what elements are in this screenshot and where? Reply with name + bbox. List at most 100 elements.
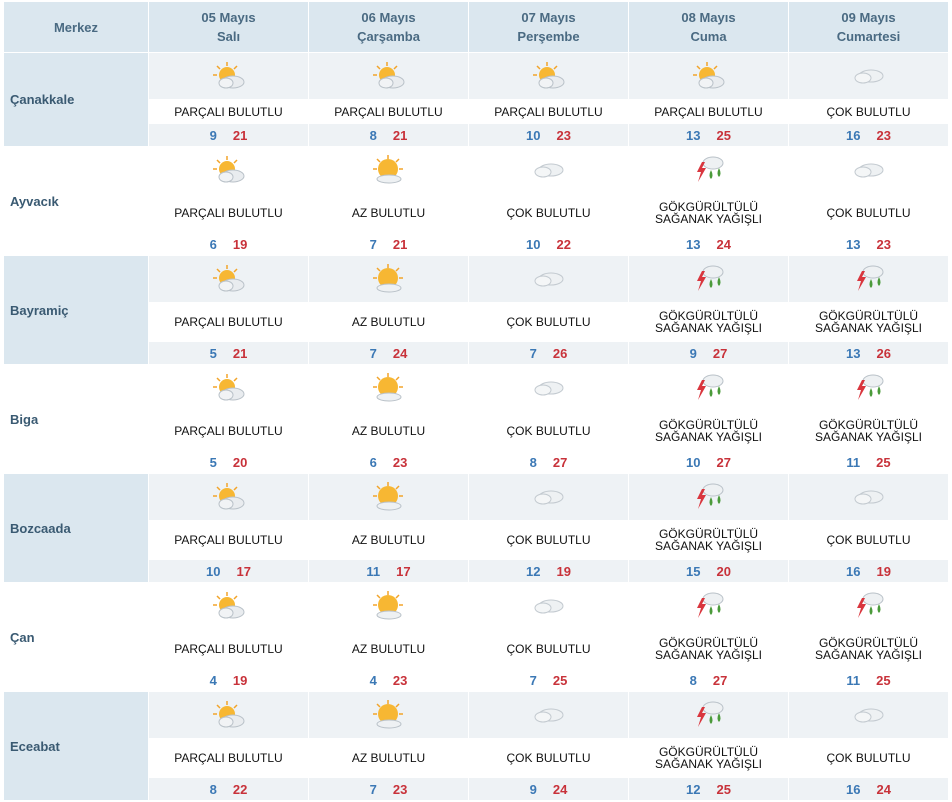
temperature-range: 7 21: [309, 233, 468, 255]
thunderstorm-icon: [789, 583, 948, 629]
district-name[interactable]: Eceabat: [4, 692, 148, 800]
forecast-cell: ÇOK BULUTLU 16 24: [789, 692, 948, 800]
condition-text: AZ BULUTLU: [309, 520, 468, 560]
max-temp: 23: [392, 781, 408, 797]
temperature-range: 8 27: [469, 451, 628, 473]
forecast-cell: ÇOK BULUTLU 16 19: [789, 474, 948, 582]
condition-text: PARÇALI BULUTLU: [174, 642, 283, 656]
condition-text: AZ BULUTLU: [309, 738, 468, 778]
partly-cloudy-icon: [629, 53, 788, 99]
min-temp: 10: [526, 236, 541, 252]
min-temp: 16: [846, 563, 861, 579]
forecast-cell: GÖKGÜRÜLTÜLÜ SAĞANAK YAĞIŞLI 11 25: [789, 365, 948, 473]
temperature-range: 10 23: [469, 124, 628, 146]
condition-text: PARÇALI BULUTLU: [149, 99, 308, 124]
forecast-cell: PARÇALI BULUTLU 10 23: [469, 53, 628, 146]
min-temp: 7: [529, 345, 537, 361]
district-name[interactable]: Ayvacık: [4, 147, 148, 255]
condition-text: ÇOK BULUTLU: [506, 424, 591, 438]
condition-text: ÇOK BULUTLU: [506, 206, 591, 220]
temperature-range: 7 25: [469, 669, 628, 691]
forecast-cell: GÖKGÜRÜLTÜLÜ SAĞANAK YAĞIŞLI 11 25: [789, 583, 948, 691]
mostly-sunny-icon: [309, 365, 468, 411]
temperature-range: 16 24: [789, 778, 948, 800]
temperature-range: 11 17: [309, 560, 468, 582]
day-date: 07 Mayıs: [521, 10, 576, 25]
temperature-range: 9 24: [469, 778, 628, 800]
forecast-cell: AZ BULUTLU 7 23: [309, 692, 468, 800]
forecast-cell: ÇOK BULUTLU 7 25: [469, 583, 628, 691]
temperature-range: 7 23: [309, 778, 468, 800]
condition-text: ÇOK BULUTLU: [469, 520, 628, 560]
min-temp: 7: [369, 781, 377, 797]
max-temp: 25: [876, 454, 891, 470]
condition-text: PARÇALI BULUTLU: [174, 424, 283, 438]
forecast-cell: PARÇALI BULUTLU 5 20: [149, 365, 308, 473]
mostly-sunny-icon: [309, 474, 468, 520]
max-temp: 17: [236, 563, 251, 579]
day-date: 08 Mayıs: [681, 10, 736, 25]
temperature-range: 13 25: [629, 124, 788, 146]
district-name[interactable]: Biga: [4, 365, 148, 473]
thunderstorm-icon: [789, 365, 948, 411]
temperature-range: 6 23: [309, 451, 468, 473]
condition-text: ÇOK BULUTLU: [506, 642, 591, 656]
min-temp: 11: [846, 454, 861, 470]
condition-text: PARÇALI BULUTLU: [149, 302, 308, 342]
forecast-cell: AZ BULUTLU 4 23: [309, 583, 468, 691]
min-temp: 8: [369, 127, 377, 143]
min-temp: 13: [686, 127, 701, 143]
temperature-range: 10 27: [629, 451, 788, 473]
temperature-range: 13 26: [789, 342, 948, 364]
day-header: 09 Mayıs Cumartesi: [789, 2, 948, 52]
condition-text: ÇOK BULUTLU: [469, 302, 628, 342]
condition-text: PARÇALI BULUTLU: [629, 99, 788, 124]
temperature-range: 10 17: [149, 560, 308, 582]
condition-text: ÇOK BULUTLU: [789, 738, 948, 778]
district-name[interactable]: Bayramiç: [4, 256, 148, 364]
min-temp: 12: [526, 563, 541, 579]
forecast-cell: ÇOK BULUTLU 9 24: [469, 692, 628, 800]
min-temp: 8: [209, 781, 217, 797]
condition-text: PARÇALI BULUTLU: [174, 206, 283, 220]
max-temp: 23: [876, 127, 891, 143]
condition-text: PARÇALI BULUTLU: [309, 99, 468, 124]
temperature-range: 9 27: [629, 342, 788, 364]
temperature-range: 12 25: [629, 778, 788, 800]
cloudy-icon: [469, 147, 628, 193]
thunderstorm-icon: [629, 583, 788, 629]
condition-text: GÖKGÜRÜLTÜLÜ SAĞANAK YAĞIŞLI: [655, 636, 762, 662]
max-temp: 25: [716, 781, 731, 797]
temperature-range: 10 22: [469, 233, 628, 255]
district-name[interactable]: Bozcaada: [4, 474, 148, 582]
district-name[interactable]: Çan: [4, 583, 148, 691]
district-name[interactable]: Çanakkale: [4, 53, 148, 146]
min-temp: 6: [209, 236, 217, 252]
forecast-cell: GÖKGÜRÜLTÜLÜ SAĞANAK YAĞIŞLI 10 27: [629, 365, 788, 473]
cloudy-icon: [789, 474, 948, 520]
max-temp: 26: [876, 345, 891, 361]
day-weekday: Cumartesi: [836, 29, 901, 44]
partly-cloudy-icon: [149, 256, 308, 302]
min-temp: 13: [686, 236, 701, 252]
forecast-cell: PARÇALI BULUTLU 8 22: [149, 692, 308, 800]
cloudy-icon: [789, 53, 948, 99]
condition-text: ÇOK BULUTLU: [789, 99, 948, 124]
temperature-range: 11 25: [789, 451, 948, 473]
forecast-cell: PARÇALI BULUTLU 10 17: [149, 474, 308, 582]
min-temp: 10: [206, 563, 221, 579]
temperature-range: 7 24: [309, 342, 468, 364]
forecast-cell: ÇOK BULUTLU 7 26: [469, 256, 628, 364]
max-temp: 19: [232, 236, 248, 252]
forecast-cell: AZ BULUTLU 6 23: [309, 365, 468, 473]
forecast-cell: AZ BULUTLU 7 21: [309, 147, 468, 255]
temperature-range: 11 25: [789, 669, 948, 691]
temperature-range: 13 24: [629, 233, 788, 255]
cloudy-icon: [469, 692, 628, 738]
mostly-sunny-icon: [309, 256, 468, 302]
forecast-cell: ÇOK BULUTLU 13 23: [789, 147, 948, 255]
condition-text: AZ BULUTLU: [351, 206, 426, 220]
max-temp: 21: [392, 236, 408, 252]
thunderstorm-icon: [629, 365, 788, 411]
condition-text: AZ BULUTLU: [351, 424, 426, 438]
